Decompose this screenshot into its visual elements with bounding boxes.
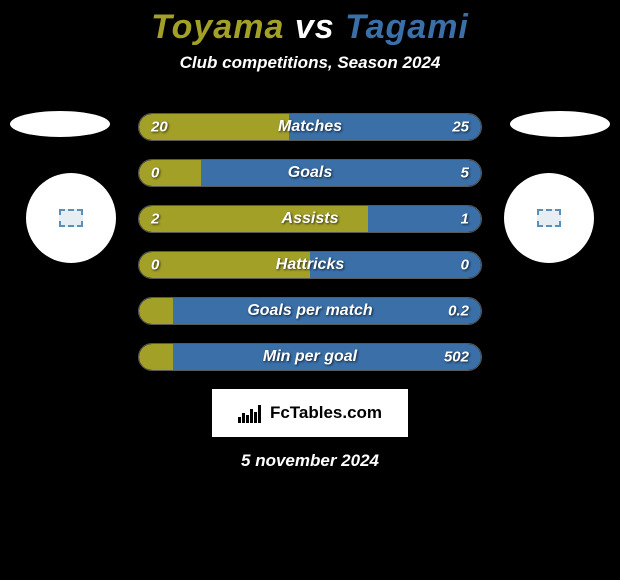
stat-bar-right-fill	[201, 160, 481, 186]
stat-value-right: 502	[444, 349, 469, 366]
stat-bar-left-fill	[139, 344, 173, 370]
brand-bars-icon	[238, 403, 264, 423]
stat-row: Min per goal 502	[138, 343, 482, 371]
placeholder-icon	[59, 209, 83, 227]
stat-row: Matches 20 25	[138, 113, 482, 141]
decoration-ellipse-left	[10, 111, 110, 137]
stat-label: Assists	[282, 210, 339, 228]
brand-box: FcTables.com	[212, 389, 408, 437]
stat-value-right: 5	[461, 165, 469, 182]
placeholder-icon	[537, 209, 561, 227]
stat-value-right: 0	[461, 257, 469, 274]
stat-value-left: 0	[151, 165, 159, 182]
stat-value-left: 20	[151, 119, 168, 136]
subtitle: Club competitions, Season 2024	[0, 53, 620, 73]
stat-row: Assists 2 1	[138, 205, 482, 233]
brand-text: FcTables.com	[270, 403, 382, 423]
title-player2: Tagami	[345, 8, 469, 46]
stat-label: Matches	[278, 118, 342, 136]
stat-label: Goals	[288, 164, 332, 182]
date-text: 5 november 2024	[0, 451, 620, 471]
decoration-ellipse-right	[510, 111, 610, 137]
stat-value-left: 2	[151, 211, 159, 228]
stat-label: Goals per match	[247, 302, 372, 320]
stat-label: Min per goal	[263, 348, 357, 366]
comparison-content: Matches2025Goals05Assists21Hattricks00Go…	[0, 113, 620, 471]
stat-bar-left-fill	[139, 298, 173, 324]
page-title: Toyama vs Tagami	[0, 0, 620, 47]
stat-label: Hattricks	[276, 256, 344, 274]
title-player1: Toyama	[151, 8, 284, 46]
stat-row: Hattricks 0 0	[138, 251, 482, 279]
player2-avatar-circle	[504, 173, 594, 263]
stat-row: Goals 0 5	[138, 159, 482, 187]
stat-value-right: 25	[452, 119, 469, 136]
stat-value-left: 0	[151, 257, 159, 274]
stat-value-right: 1	[461, 211, 469, 228]
stat-bars-container: Matches2025Goals05Assists21Hattricks00Go…	[138, 113, 482, 371]
title-vs: vs	[295, 8, 335, 46]
stat-row: Goals per match 0.2	[138, 297, 482, 325]
stat-value-right: 0.2	[448, 303, 469, 320]
stat-bar-left-fill	[139, 160, 201, 186]
player1-avatar-circle	[26, 173, 116, 263]
